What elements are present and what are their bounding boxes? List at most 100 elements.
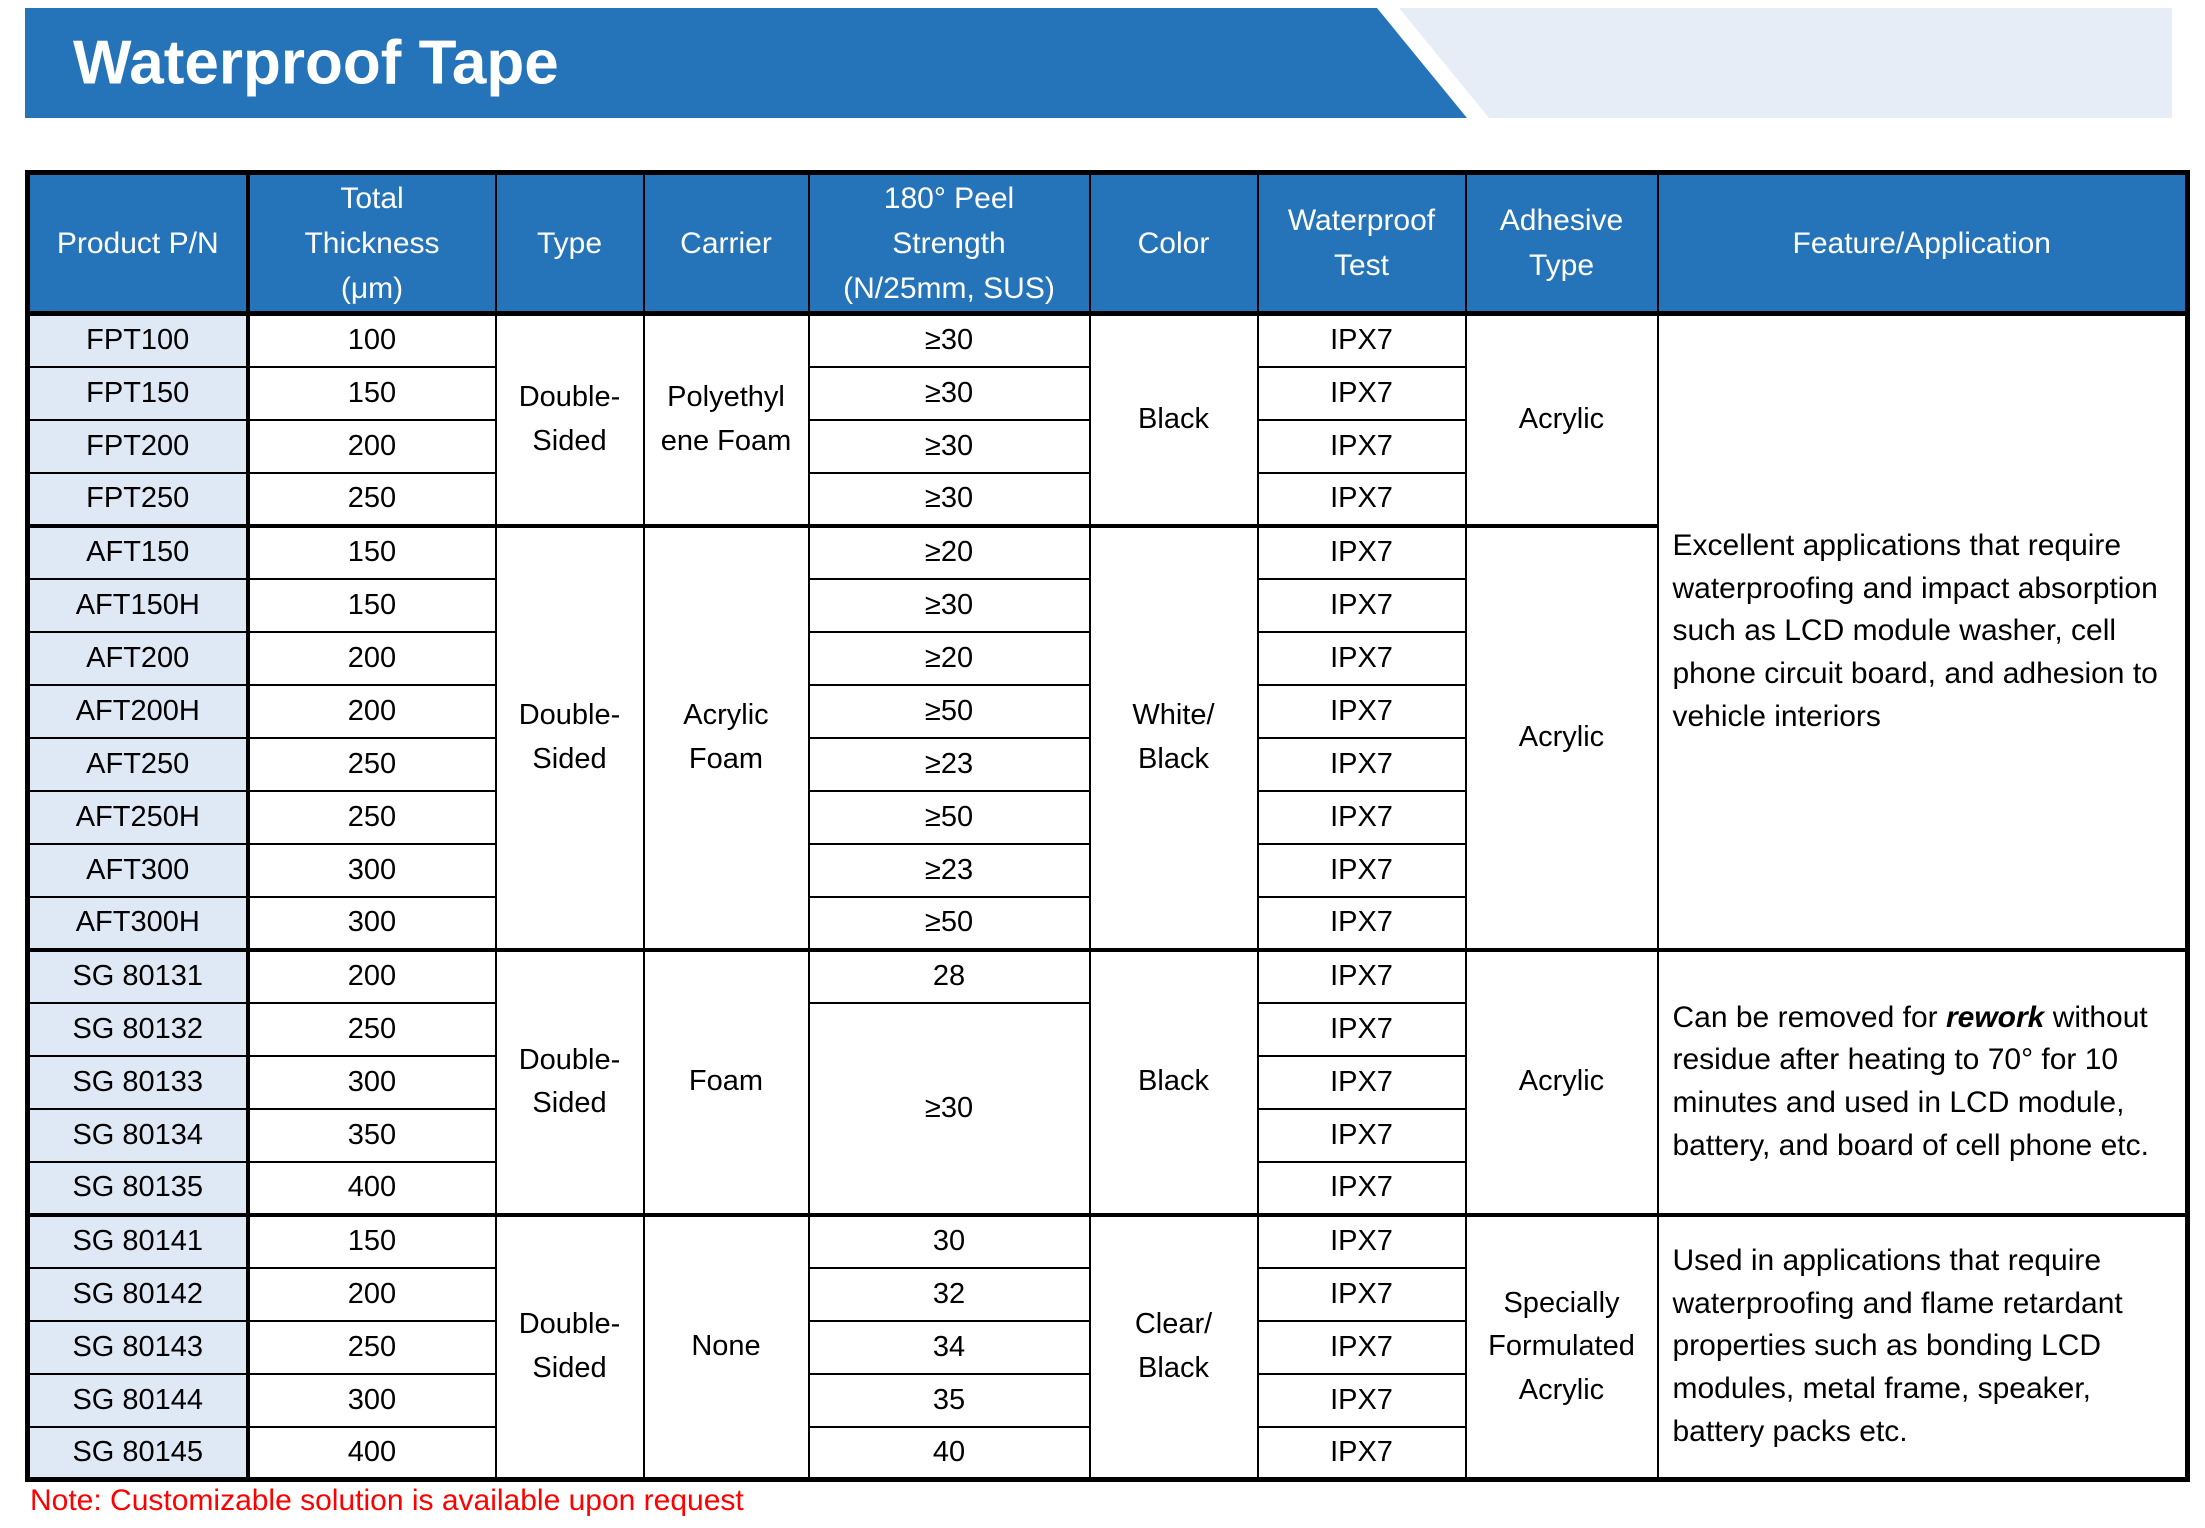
cell-adhesive: Acrylic <box>1464 947 1659 1216</box>
cell-thickness: 400 <box>246 1160 497 1216</box>
cell-adhesive: Specially Formulated Acrylic <box>1464 1212 1659 1481</box>
cell-type: Double- Sided <box>494 947 645 1216</box>
header-row: Product P/N Total Thickness (μm) Type Ca… <box>26 171 2189 316</box>
cell-thickness: 250 <box>246 789 497 845</box>
table-row: AFT200H 200 ≥50 IPX7 <box>26 683 2188 739</box>
table-row: SG 80132 250 ≥30 IPX7 <box>26 1001 2188 1216</box>
cell-type: Double- Sided <box>494 523 645 951</box>
cell-product-pn: FPT200 <box>26 418 250 474</box>
cell-waterproof-test: IPX7 <box>1256 312 1467 368</box>
header-feature-application: Feature/Application <box>1656 171 2189 316</box>
feature-text: Can be removed for <box>1672 1000 1946 1034</box>
cell-color: White/ Black <box>1088 523 1259 951</box>
cell-thickness: 350 <box>246 1107 497 1163</box>
cell-waterproof-test: IPX7 <box>1256 523 1467 580</box>
cell-peel: ≥50 <box>807 683 1091 739</box>
cell-product-pn: FPT100 <box>26 312 250 368</box>
banner-light-stripe <box>1399 8 2172 118</box>
table-row: FPT100 100 Double- Sided Polyethyl ene F… <box>26 312 2189 951</box>
cell-peel-merged: ≥30 <box>807 1001 1091 1216</box>
cell-product-pn: AFT150 <box>26 523 250 580</box>
cell-peel: 30 <box>807 1212 1091 1269</box>
cell-thickness: 300 <box>246 1372 497 1428</box>
cell-peel: ≥50 <box>807 789 1091 845</box>
table-row: AFT300H 300 ≥50 IPX7 <box>26 895 2188 951</box>
table-row: AFT150H 150 ≥30 IPX7 <box>26 577 2188 633</box>
table-row: SG 80141 150 Double- Sided None 30 Clear… <box>26 1212 2189 1481</box>
cell-type: Double- Sided <box>494 1212 645 1481</box>
cell-thickness: 200 <box>246 418 497 474</box>
table-row: AFT250 250 ≥23 IPX7 <box>26 736 2188 792</box>
cell-waterproof-test: IPX7 <box>1256 1319 1467 1375</box>
cell-waterproof-test: IPX7 <box>1256 1001 1467 1057</box>
cell-adhesive: Acrylic <box>1464 312 1659 527</box>
cell-waterproof-test: IPX7 <box>1256 842 1467 898</box>
cell-thickness: 150 <box>246 577 497 633</box>
header-carrier: Carrier <box>642 171 810 316</box>
table-row: SG 80145 400 40 IPX7 <box>26 1425 2188 1481</box>
table-row: AFT150 150 Double- Sided Acrylic Foam ≥2… <box>26 523 2188 951</box>
cell-product-pn: SG 80131 <box>26 947 250 1004</box>
cell-peel: ≥20 <box>807 630 1091 686</box>
customization-note: Note: Customizable solution is available… <box>30 1484 744 1517</box>
cell-waterproof-test: IPX7 <box>1256 736 1467 792</box>
cell-color: Black <box>1088 947 1259 1216</box>
cell-waterproof-test: IPX7 <box>1256 1425 1467 1481</box>
cell-type: Double- Sided <box>494 312 645 527</box>
cell-product-pn: SG 80133 <box>26 1054 250 1110</box>
cell-thickness: 300 <box>246 1054 497 1110</box>
cell-waterproof-test: IPX7 <box>1256 1212 1467 1269</box>
cell-thickness: 150 <box>246 365 497 421</box>
table-row: SG 80144 300 35 IPX7 <box>26 1372 2188 1428</box>
cell-thickness: 300 <box>246 895 497 951</box>
cell-peel: ≥50 <box>807 895 1091 951</box>
cell-waterproof-test: IPX7 <box>1256 1372 1467 1428</box>
cell-waterproof-test: IPX7 <box>1256 1266 1467 1322</box>
table-row: FPT250 250 ≥30 IPX7 <box>26 471 2188 527</box>
cell-peel: ≥20 <box>807 523 1091 580</box>
banner-blue-shape <box>25 8 1467 118</box>
cell-product-pn: SG 80143 <box>26 1319 250 1375</box>
cell-product-pn: SG 80132 <box>26 1001 250 1057</box>
cell-thickness: 100 <box>246 312 497 368</box>
feature-text: without residue after heating to 70° for… <box>1672 1000 2149 1162</box>
table-row: SG 80142 200 32 IPX7 <box>26 1266 2188 1322</box>
cell-carrier: Polyethyl ene Foam <box>642 312 810 527</box>
table-row: SG 80133 300 IPX7 <box>26 1054 2188 1110</box>
cell-product-pn: AFT300H <box>26 895 250 951</box>
header-peel-strength: 180° Peel Strength (N/25mm, SUS) <box>807 171 1091 316</box>
cell-product-pn: SG 80142 <box>26 1266 250 1322</box>
cell-thickness: 250 <box>246 471 497 527</box>
cell-peel: 40 <box>807 1425 1091 1481</box>
cell-carrier: Acrylic Foam <box>642 523 810 951</box>
cell-thickness: 250 <box>246 736 497 792</box>
cell-peel: 28 <box>807 947 1091 1004</box>
header-waterproof-test: Waterproof Test <box>1256 171 1467 316</box>
table-row: SG 80134 350 IPX7 <box>26 1107 2188 1163</box>
cell-waterproof-test: IPX7 <box>1256 418 1467 474</box>
cell-thickness: 150 <box>246 1212 497 1269</box>
cell-product-pn: AFT250H <box>26 789 250 845</box>
table-row: AFT200 200 ≥20 IPX7 <box>26 630 2188 686</box>
cell-peel: ≥30 <box>807 312 1091 368</box>
table-row: FPT150 150 ≥30 IPX7 <box>26 365 2188 421</box>
cell-color: Black <box>1088 312 1259 527</box>
cell-thickness: 150 <box>246 523 497 580</box>
cell-waterproof-test: IPX7 <box>1256 1054 1467 1110</box>
cell-feature-group4: Used in applications that require waterp… <box>1656 1212 2189 1481</box>
header-adhesive-type: Adhesive Type <box>1464 171 1659 316</box>
cell-thickness: 200 <box>246 947 497 1004</box>
header-color: Color <box>1088 171 1259 316</box>
cell-product-pn: SG 80144 <box>26 1372 250 1428</box>
cell-waterproof-test: IPX7 <box>1256 683 1467 739</box>
cell-waterproof-test: IPX7 <box>1256 365 1467 421</box>
cell-peel: ≥30 <box>807 471 1091 527</box>
cell-peel: 35 <box>807 1372 1091 1428</box>
cell-product-pn: FPT150 <box>26 365 250 421</box>
cell-thickness: 250 <box>246 1001 497 1057</box>
header-total-thickness: Total Thickness (μm) <box>246 171 497 316</box>
cell-peel: 34 <box>807 1319 1091 1375</box>
page-title: Waterproof Tape <box>73 28 559 98</box>
header-product-pn: Product P/N <box>26 171 250 316</box>
cell-peel: ≥23 <box>807 736 1091 792</box>
